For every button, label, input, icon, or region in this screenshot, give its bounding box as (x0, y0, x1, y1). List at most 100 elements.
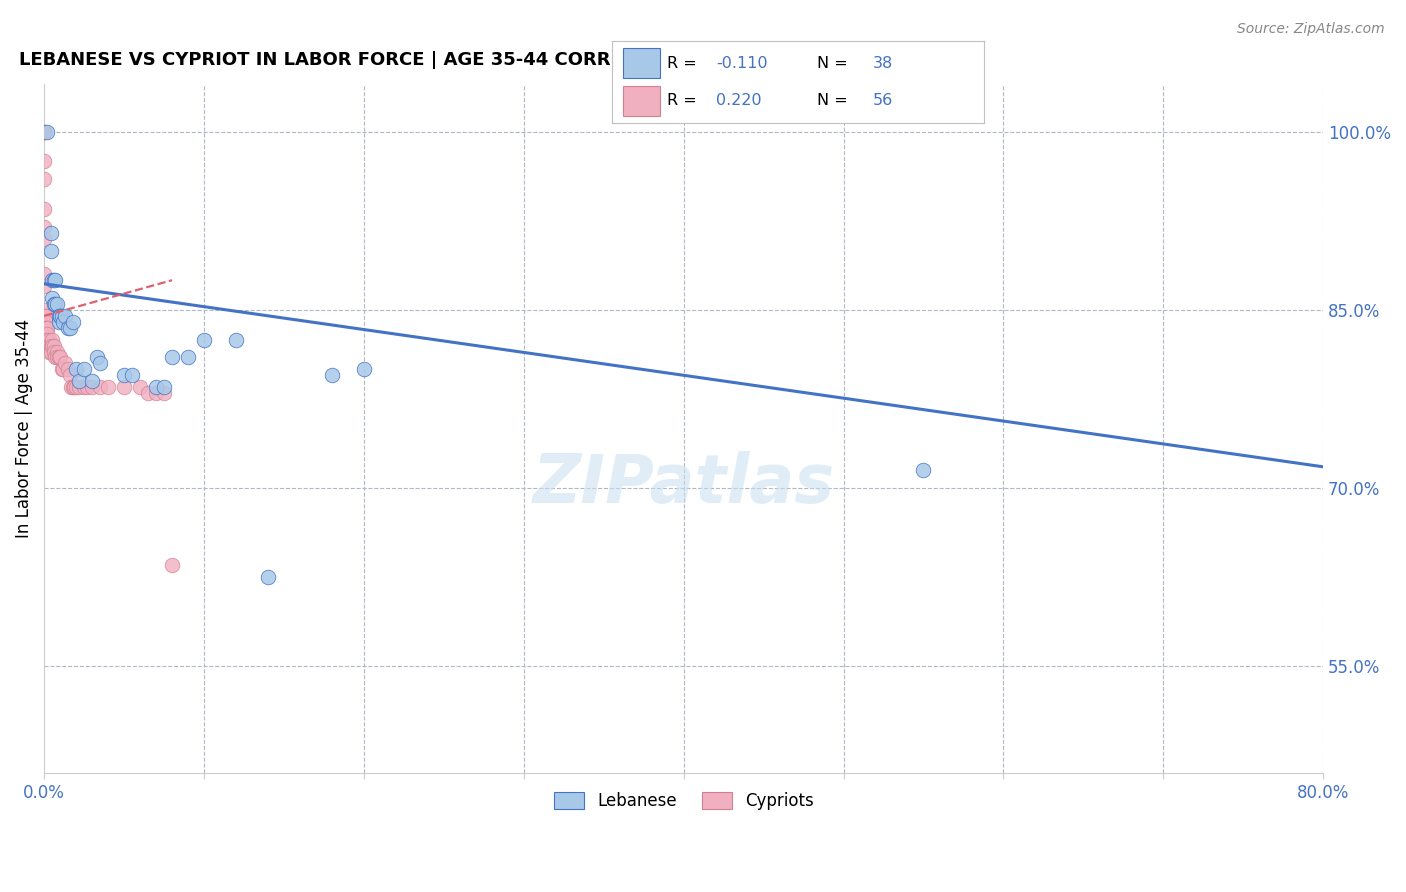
Point (153, 386, 176, 401)
Point (42, 338, 65, 352)
Text: ZIPatlas: ZIPatlas (533, 451, 835, 517)
Point (32, 125, 55, 139)
Point (32, 125, 55, 139)
Point (121, 368, 143, 383)
Point (56, 320, 79, 334)
Point (45, 344, 67, 359)
Point (35, 315, 58, 329)
Text: -0.110: -0.110 (716, 55, 768, 70)
Point (145, 386, 167, 401)
Point (63, 380, 86, 394)
Point (112, 380, 135, 394)
Point (53, 309, 76, 323)
Point (60, 380, 83, 394)
Y-axis label: In Labor Force | Age 35-44: In Labor Force | Age 35-44 (15, 319, 32, 539)
Point (32, 219, 55, 234)
Point (32, 172, 55, 186)
Point (48, 309, 70, 323)
Point (32, 267, 55, 281)
Point (37, 333, 59, 347)
Text: R =: R = (668, 55, 703, 70)
Point (41, 333, 63, 347)
Point (53, 356, 76, 370)
Point (45, 351, 67, 365)
Point (41, 273, 63, 287)
Point (35, 309, 58, 323)
Point (32, 232, 55, 246)
Point (80, 380, 103, 394)
Text: R =: R = (668, 94, 703, 109)
Point (52, 362, 75, 376)
Point (48, 351, 70, 365)
Point (65, 362, 87, 376)
Point (59, 368, 82, 383)
Point (39, 338, 62, 352)
Point (67, 374, 90, 388)
Point (38, 344, 60, 359)
Point (73, 380, 96, 394)
Point (89, 356, 111, 370)
Point (45, 297, 67, 311)
Bar (623, 48, 659, 78)
Point (136, 386, 159, 401)
Point (32, 125, 55, 139)
Text: 56: 56 (872, 94, 893, 109)
Point (49, 309, 72, 323)
Text: N =: N = (817, 94, 852, 109)
Bar (623, 87, 659, 116)
Point (37, 326, 59, 341)
Point (44, 297, 66, 311)
Point (38, 338, 60, 352)
Point (44, 351, 66, 365)
Point (65, 380, 87, 394)
Point (67, 380, 90, 394)
Point (321, 368, 343, 383)
Point (73, 362, 96, 376)
Point (353, 362, 375, 376)
Point (32, 154, 55, 169)
Point (76, 380, 98, 394)
Legend: Lebanese, Cypriots: Lebanese, Cypriots (540, 779, 827, 823)
Point (37, 125, 59, 139)
Point (48, 315, 70, 329)
Point (89, 380, 111, 394)
Point (44, 273, 66, 287)
Point (62, 380, 84, 394)
Point (129, 380, 152, 394)
Point (32, 125, 55, 139)
Point (112, 368, 135, 383)
Text: N =: N = (817, 55, 852, 70)
Point (42, 297, 65, 311)
Point (86, 351, 108, 365)
Point (32, 302, 55, 317)
Point (51, 309, 73, 323)
Point (39, 344, 62, 359)
Point (97, 380, 120, 394)
Point (37, 320, 59, 334)
Point (160, 558, 183, 573)
Point (59, 320, 82, 334)
Point (153, 380, 176, 394)
Point (42, 273, 65, 287)
Text: Source: ZipAtlas.com: Source: ZipAtlas.com (1237, 22, 1385, 37)
Point (160, 351, 183, 365)
Point (257, 570, 280, 584)
Point (41, 338, 63, 352)
Point (193, 333, 215, 347)
Point (145, 380, 167, 394)
Point (39, 226, 62, 240)
Point (52, 315, 75, 329)
Point (39, 244, 62, 258)
Text: 0.220: 0.220 (716, 94, 762, 109)
Point (177, 351, 200, 365)
Point (32, 202, 55, 216)
Point (225, 333, 247, 347)
Point (35, 320, 58, 334)
Point (32, 125, 55, 139)
Text: 38: 38 (872, 55, 893, 70)
Point (56, 362, 79, 376)
Point (32, 279, 55, 293)
Point (38, 333, 60, 347)
Point (80, 374, 103, 388)
Point (51, 362, 73, 376)
